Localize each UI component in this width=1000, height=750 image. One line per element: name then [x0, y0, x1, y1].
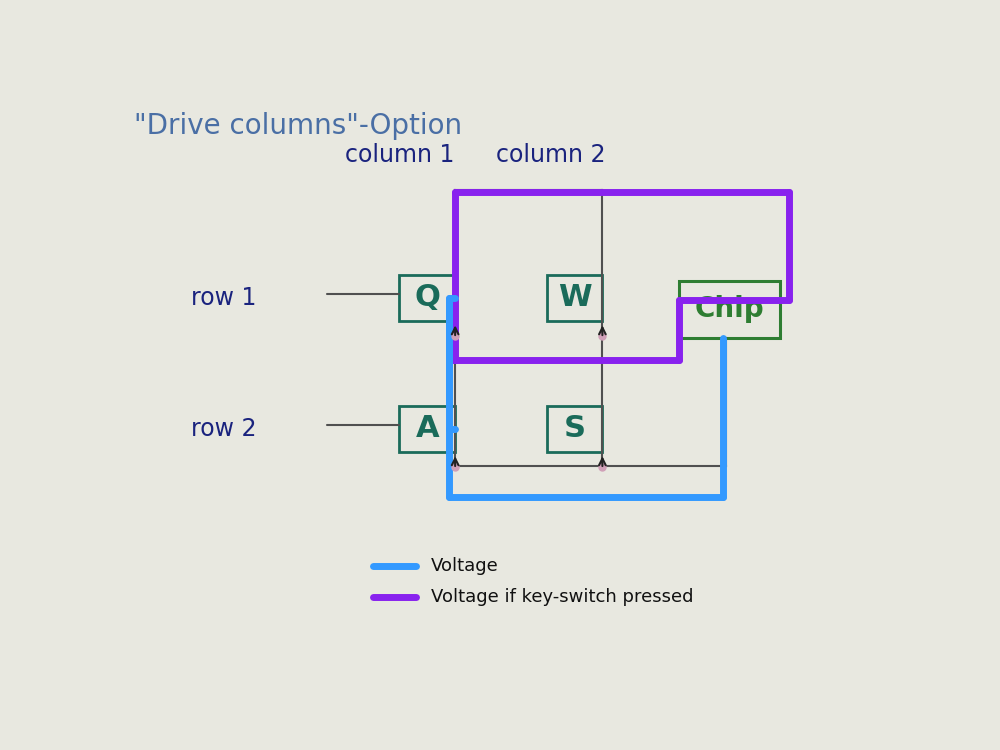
- Bar: [547, 406, 602, 452]
- Text: S: S: [564, 414, 586, 443]
- Text: row 1: row 1: [191, 286, 256, 310]
- Text: Chip: Chip: [695, 296, 764, 323]
- Bar: [547, 274, 602, 321]
- Text: W: W: [558, 284, 591, 313]
- Bar: [679, 280, 780, 338]
- Text: row 2: row 2: [191, 417, 256, 441]
- Text: column 2: column 2: [496, 143, 606, 167]
- Text: Voltage: Voltage: [431, 556, 499, 574]
- Text: "Drive columns"-Option: "Drive columns"-Option: [134, 112, 462, 140]
- Bar: [399, 274, 455, 321]
- Text: column 1: column 1: [345, 143, 455, 167]
- Text: A: A: [415, 414, 439, 443]
- Text: Voltage if key-switch pressed: Voltage if key-switch pressed: [431, 588, 694, 606]
- Bar: [399, 406, 455, 452]
- Text: Q: Q: [414, 284, 440, 313]
